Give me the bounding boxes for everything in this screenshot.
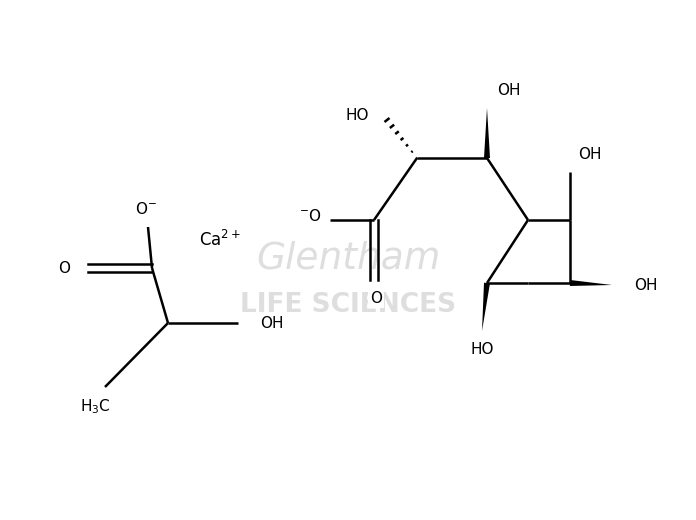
Text: LIFE SCIENCES: LIFE SCIENCES	[240, 292, 456, 318]
Text: O$^{-}$: O$^{-}$	[135, 201, 157, 217]
Text: Ca$^{2+}$: Ca$^{2+}$	[199, 230, 241, 250]
Polygon shape	[484, 108, 490, 158]
Text: O: O	[370, 291, 382, 306]
Text: OH: OH	[578, 147, 601, 162]
Text: $^{-}$O: $^{-}$O	[299, 208, 322, 224]
Text: HO: HO	[345, 108, 369, 123]
Text: H$_3$C: H$_3$C	[79, 398, 111, 417]
Text: OH: OH	[634, 278, 658, 293]
Polygon shape	[570, 280, 612, 286]
Text: OH: OH	[260, 316, 283, 331]
Text: Glentham: Glentham	[256, 240, 440, 276]
Text: HO: HO	[470, 342, 493, 357]
Polygon shape	[482, 283, 490, 331]
Text: OH: OH	[497, 83, 521, 98]
Text: O: O	[58, 261, 70, 276]
